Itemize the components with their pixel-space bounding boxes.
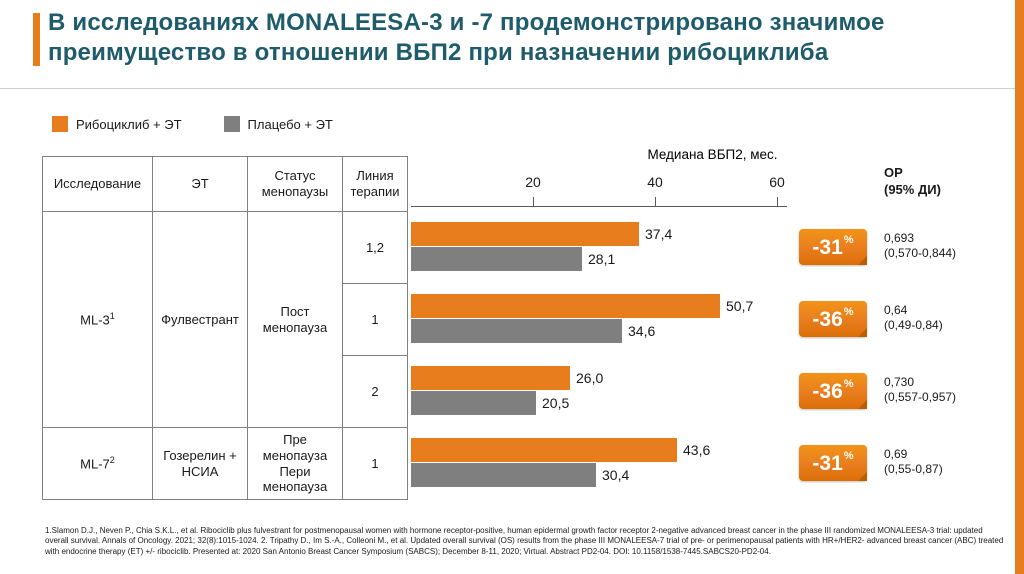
or-column-header: ОР (95% ДИ) bbox=[884, 165, 941, 199]
or-header-line2: (95% ДИ) bbox=[884, 181, 941, 197]
table-row-ml3-1: ML-31 Фулвестрант Пост менопауза 1,2 bbox=[42, 211, 408, 428]
line-cell: 1,2 bbox=[342, 211, 408, 284]
ci-value: (0,49-0,84) bbox=[884, 318, 943, 332]
line-cell: 1 bbox=[342, 427, 408, 500]
bar-value-label: 37,4 bbox=[645, 226, 673, 242]
percent-sign: % bbox=[843, 378, 854, 390]
title-divider bbox=[0, 88, 1015, 89]
et-cell-ml7: Гозерелин + НСИА bbox=[152, 427, 248, 500]
or-value: 0,69 bbox=[884, 447, 908, 461]
x-tick-mark bbox=[533, 197, 534, 206]
ribociclib-swatch-icon bbox=[52, 116, 68, 132]
ci-value: (0,557-0,957) bbox=[884, 390, 957, 404]
study-label: ML-3 bbox=[80, 312, 110, 328]
ribociclib-bar bbox=[411, 366, 570, 390]
et-cell-ml3: Фулвестрант bbox=[152, 211, 248, 428]
study-label: ML-7 bbox=[80, 456, 110, 472]
line-cell: 2 bbox=[342, 355, 408, 428]
placebo-bar-row: 30,4 bbox=[411, 463, 710, 487]
or-header-line1: ОР bbox=[884, 165, 903, 180]
right-accent-stripe bbox=[1015, 0, 1024, 574]
x-tick-mark bbox=[777, 197, 778, 206]
or-ci-text-1: 0,693 (0,570-0,844) bbox=[884, 231, 956, 261]
ribociclib-bar bbox=[411, 438, 677, 462]
ribociclib-bar-row: 37,4 bbox=[411, 222, 672, 246]
percent-sign: % bbox=[843, 306, 854, 318]
bar-value-label: 34,6 bbox=[628, 323, 656, 339]
col-header-et: ЭТ bbox=[152, 156, 248, 212]
bar-value-label: 30,4 bbox=[602, 467, 630, 483]
bar-pair-ml3-line-1: 50,7 34,6 bbox=[411, 294, 753, 343]
or-value: 0,693 bbox=[884, 231, 915, 245]
placebo-legend-label: Плацебо + ЭТ bbox=[247, 116, 333, 132]
placebo-bar-row: 20,5 bbox=[411, 391, 603, 415]
status-peri: Пери менопауза bbox=[262, 463, 328, 495]
study-superscript: 2 bbox=[109, 455, 115, 466]
col-header-study: Исследование bbox=[42, 156, 153, 212]
ribociclib-bar-row: 50,7 bbox=[411, 294, 753, 318]
bar-value-label: 20,5 bbox=[542, 395, 570, 411]
rrr-value: -31 bbox=[812, 235, 843, 259]
or-value: 0,730 bbox=[884, 375, 915, 389]
percent-sign: % bbox=[843, 234, 854, 246]
bar-pair-ml3-line-2: 26,0 20,5 bbox=[411, 366, 603, 415]
ribociclib-bar bbox=[411, 294, 720, 318]
or-ci-text-2: 0,64 (0,49-0,84) bbox=[884, 303, 943, 333]
or-ci-text-4: 0,69 (0,55-0,87) bbox=[884, 447, 943, 477]
title-accent-bar bbox=[33, 13, 40, 66]
x-tick-label-40: 40 bbox=[647, 174, 663, 190]
ribociclib-bar-row: 43,6 bbox=[411, 438, 710, 462]
percent-sign: % bbox=[843, 450, 854, 462]
rrr-badge-1: -31% bbox=[799, 229, 867, 265]
study-table: Исследование ЭТ Статус менопаузы Линия т… bbox=[42, 156, 408, 500]
bar-pair-ml7-line-1: 43,6 30,4 bbox=[411, 438, 710, 487]
bar-value-label: 26,0 bbox=[576, 370, 604, 386]
ci-value: (0,55-0,87) bbox=[884, 462, 943, 476]
placebo-bar bbox=[411, 463, 596, 487]
rrr-badge-4: -31% bbox=[799, 445, 867, 481]
col-header-menopause-status: Статус менопаузы bbox=[247, 156, 343, 212]
status-cell-ml3: Пост менопауза bbox=[247, 211, 343, 428]
x-tick-label-20: 20 bbox=[525, 174, 541, 190]
ci-value: (0,570-0,844) bbox=[884, 246, 957, 260]
bar-value-label: 50,7 bbox=[726, 298, 754, 314]
bar-value-label: 43,6 bbox=[683, 442, 711, 458]
rrr-value: -31 bbox=[812, 451, 843, 475]
x-axis-title: Медиана ВБП2, мес. bbox=[647, 147, 778, 162]
or-value: 0,64 bbox=[884, 303, 908, 317]
x-tick-mark bbox=[655, 197, 656, 206]
slide-title: В исследованиях MONALEESA-3 и -7 продемо… bbox=[48, 9, 885, 67]
placebo-bar bbox=[411, 391, 536, 415]
placebo-bar bbox=[411, 247, 582, 271]
table-header-row: Исследование ЭТ Статус менопаузы Линия т… bbox=[42, 156, 408, 212]
rrr-badge-2: -36% bbox=[799, 301, 867, 337]
placebo-bar bbox=[411, 319, 622, 343]
col-header-therapy-line: Линия терапии bbox=[342, 156, 408, 212]
rrr-badge-3: -36% bbox=[799, 373, 867, 409]
rrr-value: -36 bbox=[812, 379, 843, 403]
study-name-ml7: ML-72 bbox=[42, 427, 153, 500]
chart-legend: Рибоциклиб + ЭТ Плацебо + ЭТ bbox=[52, 116, 333, 132]
placebo-bar-row: 28,1 bbox=[411, 247, 672, 271]
rrr-value: -36 bbox=[812, 307, 843, 331]
study-name-ml3: ML-31 bbox=[42, 211, 153, 428]
ribociclib-legend-label: Рибоциклиб + ЭТ bbox=[76, 116, 182, 132]
line-cell: 1 bbox=[342, 283, 408, 356]
or-ci-text-3: 0,730 (0,557-0,957) bbox=[884, 375, 956, 405]
ribociclib-bar bbox=[411, 222, 639, 246]
references-footnote: 1.Slamon D.J., Neven P., Chia S.K.L., et… bbox=[45, 526, 1004, 556]
bar-value-label: 28,1 bbox=[588, 251, 616, 267]
table-row-ml3-2: 1 bbox=[43, 283, 408, 356]
table-row-ml7: ML-72 Гозерелин + НСИА Пре менопауза Пер… bbox=[42, 427, 408, 500]
placebo-swatch-icon bbox=[223, 116, 240, 132]
x-axis-line bbox=[411, 206, 787, 207]
ribociclib-bar-row: 26,0 bbox=[411, 366, 603, 390]
status-pre: Пре менопауза bbox=[262, 432, 328, 463]
status-cell-ml7: Пре менопауза Пери менопауза bbox=[247, 427, 343, 500]
x-tick-label-60: 60 bbox=[769, 174, 785, 190]
study-superscript: 1 bbox=[109, 311, 115, 322]
placebo-bar-row: 34,6 bbox=[411, 319, 753, 343]
bar-pair-ml3-line-1-2: 37,4 28,1 bbox=[411, 222, 672, 271]
